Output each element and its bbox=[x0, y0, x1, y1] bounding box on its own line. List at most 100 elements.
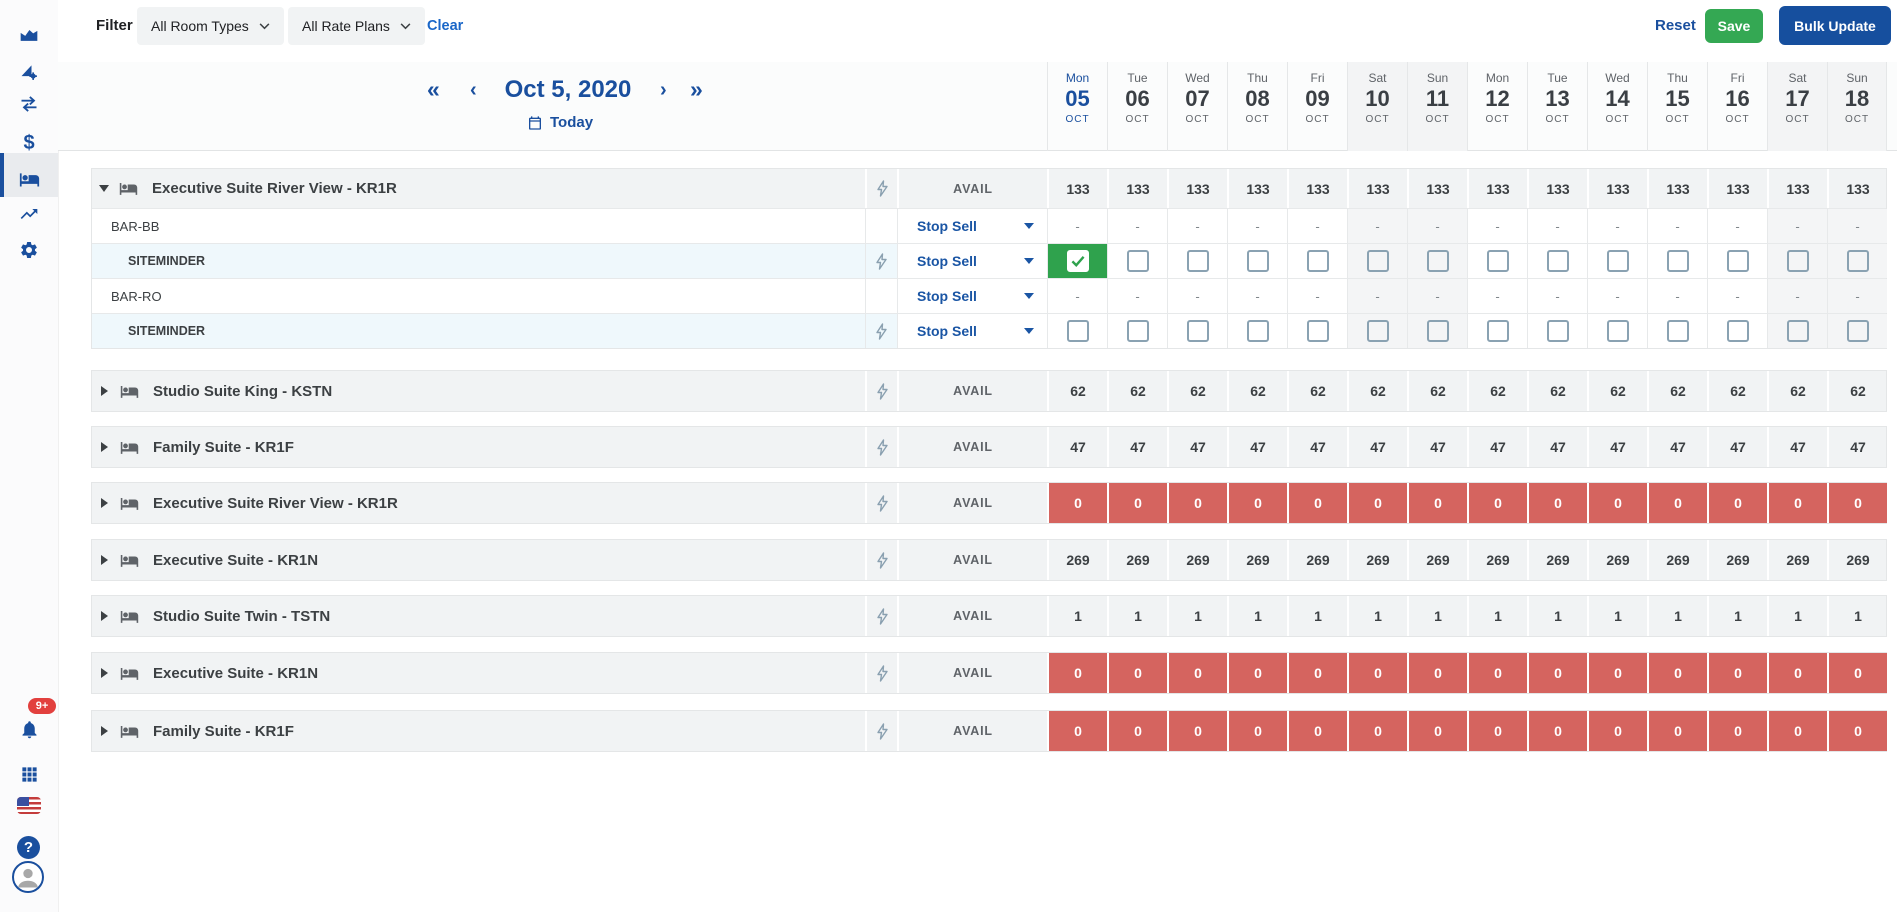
rate-value-cell[interactable]: - bbox=[1167, 279, 1227, 313]
avail-value-cell[interactable]: 0 bbox=[1527, 653, 1587, 693]
avail-value-cell[interactable]: 0 bbox=[1347, 653, 1407, 693]
bulk-flash-cell[interactable] bbox=[865, 244, 897, 278]
avail-value-cell[interactable]: 62 bbox=[1407, 371, 1467, 411]
avail-value-cell[interactable]: 0 bbox=[1647, 711, 1707, 751]
avail-value-cell[interactable]: 0 bbox=[1647, 483, 1707, 523]
avail-value-cell[interactable]: 0 bbox=[1347, 711, 1407, 751]
avail-value-cell[interactable]: 62 bbox=[1767, 371, 1827, 411]
avail-value-cell[interactable]: 269 bbox=[1647, 540, 1707, 580]
avail-value-cell[interactable]: 269 bbox=[1707, 540, 1767, 580]
trending-up-icon[interactable] bbox=[0, 198, 58, 230]
rate-value-cell[interactable]: - bbox=[1047, 279, 1107, 313]
avail-value-cell[interactable]: 0 bbox=[1587, 653, 1647, 693]
avail-value-cell[interactable]: 1 bbox=[1047, 596, 1107, 636]
user-avatar[interactable] bbox=[12, 861, 44, 893]
current-date-label[interactable]: Oct 5, 2020 bbox=[504, 76, 632, 103]
stop-sell-dropdown[interactable]: Stop Sell bbox=[898, 288, 1047, 304]
area-chart-icon[interactable] bbox=[0, 19, 58, 51]
avail-value-cell[interactable]: 0 bbox=[1047, 711, 1107, 751]
avail-value-cell[interactable]: 0 bbox=[1347, 483, 1407, 523]
prev-day-arrow[interactable]: ‹ bbox=[470, 79, 477, 101]
bulk-flash-cell[interactable] bbox=[865, 540, 897, 580]
avail-value-cell[interactable]: 47 bbox=[1647, 427, 1707, 467]
avail-value-cell[interactable]: 0 bbox=[1707, 483, 1767, 523]
rate-value-cell[interactable]: - bbox=[1167, 209, 1227, 243]
last-page-arrow[interactable]: » bbox=[690, 76, 703, 102]
avail-value-cell[interactable]: 47 bbox=[1107, 427, 1167, 467]
avail-value-cell[interactable]: 269 bbox=[1047, 540, 1107, 580]
avail-value-cell[interactable]: 269 bbox=[1107, 540, 1167, 580]
avail-value-cell[interactable]: 0 bbox=[1767, 653, 1827, 693]
avail-value-cell[interactable]: 133 bbox=[1827, 169, 1887, 208]
avail-value-cell[interactable]: 269 bbox=[1587, 540, 1647, 580]
availability-checkbox[interactable] bbox=[1666, 250, 1689, 272]
rate-value-cell[interactable]: - bbox=[1227, 279, 1287, 313]
avail-value-cell[interactable]: 0 bbox=[1107, 653, 1167, 693]
today-button[interactable]: Today bbox=[527, 114, 593, 131]
avail-value-cell[interactable]: 0 bbox=[1287, 711, 1347, 751]
avail-value-cell[interactable]: 1 bbox=[1227, 596, 1287, 636]
avail-value-cell[interactable]: 0 bbox=[1527, 483, 1587, 523]
transfer-arrows-icon[interactable] bbox=[0, 88, 58, 120]
availability-checkbox[interactable] bbox=[1366, 250, 1389, 272]
rate-value-cell[interactable]: - bbox=[1767, 209, 1827, 243]
rate-value-cell[interactable]: - bbox=[1647, 279, 1707, 313]
avail-value-cell[interactable]: 62 bbox=[1827, 371, 1887, 411]
avail-value-cell[interactable]: 0 bbox=[1047, 483, 1107, 523]
room-type-row[interactable]: Executive Suite - KR1N AVAIL 269 269 269 269 2… bbox=[92, 540, 1886, 580]
availability-checkbox[interactable] bbox=[1786, 250, 1809, 272]
expand-caret-icon[interactable] bbox=[101, 386, 108, 396]
avail-value-cell[interactable]: 0 bbox=[1107, 483, 1167, 523]
avail-value-cell[interactable]: 0 bbox=[1467, 653, 1527, 693]
availability-checkbox[interactable] bbox=[1186, 250, 1209, 272]
avail-value-cell[interactable]: 0 bbox=[1827, 483, 1887, 523]
settings-gear-icon[interactable] bbox=[0, 234, 58, 266]
report-settings-icon[interactable] bbox=[0, 56, 58, 88]
expand-caret-icon[interactable] bbox=[101, 555, 108, 565]
avail-value-cell[interactable]: 0 bbox=[1407, 711, 1467, 751]
avail-value-cell[interactable]: 1 bbox=[1827, 596, 1887, 636]
stop-sell-dropdown[interactable]: Stop Sell bbox=[898, 253, 1047, 269]
avail-value-cell[interactable]: 269 bbox=[1227, 540, 1287, 580]
availability-checkbox[interactable] bbox=[1846, 250, 1869, 272]
avail-value-cell[interactable]: 1 bbox=[1287, 596, 1347, 636]
collapse-caret-icon[interactable] bbox=[99, 185, 109, 192]
avail-value-cell[interactable]: 0 bbox=[1467, 483, 1527, 523]
avail-value-cell[interactable]: 269 bbox=[1767, 540, 1827, 580]
apps-grid-icon[interactable] bbox=[0, 758, 58, 790]
avail-value-cell[interactable]: 1 bbox=[1707, 596, 1767, 636]
availability-checkbox[interactable] bbox=[1066, 320, 1089, 342]
avail-value-cell[interactable]: 0 bbox=[1707, 711, 1767, 751]
notifications-bell-icon[interactable] bbox=[0, 713, 58, 745]
availability-checkbox[interactable] bbox=[1786, 320, 1809, 342]
availability-checkbox[interactable] bbox=[1066, 250, 1089, 272]
avail-value-cell[interactable]: 0 bbox=[1767, 711, 1827, 751]
bulk-flash-cell[interactable] bbox=[865, 596, 897, 636]
avail-value-cell[interactable]: 1 bbox=[1467, 596, 1527, 636]
rate-value-cell[interactable]: - bbox=[1467, 209, 1527, 243]
avail-value-cell[interactable]: 0 bbox=[1227, 653, 1287, 693]
room-type-row[interactable]: Family Suite - KR1F AVAIL 0 0 0 0 0 0 0 0 0 0 0 0 0 0 bbox=[92, 711, 1887, 751]
avail-value-cell[interactable]: 62 bbox=[1227, 371, 1287, 411]
room-type-row[interactable]: Executive Suite River View - KR1R AVAIL 13… bbox=[92, 169, 1886, 208]
rooms-bed-icon[interactable] bbox=[0, 163, 58, 195]
avail-value-cell[interactable]: 62 bbox=[1527, 371, 1587, 411]
rate-value-cell[interactable]: - bbox=[1587, 279, 1647, 313]
first-page-arrow[interactable]: « bbox=[427, 76, 440, 102]
availability-checkbox[interactable] bbox=[1186, 320, 1209, 342]
availability-checkbox[interactable] bbox=[1126, 320, 1149, 342]
rate-value-cell[interactable]: - bbox=[1347, 279, 1407, 313]
avail-value-cell[interactable]: 47 bbox=[1827, 427, 1887, 467]
save-button[interactable]: Save bbox=[1705, 9, 1763, 43]
avail-value-cell[interactable]: 47 bbox=[1227, 427, 1287, 467]
expand-caret-icon[interactable] bbox=[101, 668, 108, 678]
avail-value-cell[interactable]: 0 bbox=[1227, 483, 1287, 523]
avail-value-cell[interactable]: 0 bbox=[1287, 483, 1347, 523]
avail-value-cell[interactable]: 0 bbox=[1167, 711, 1227, 751]
avail-value-cell[interactable]: 269 bbox=[1827, 540, 1887, 580]
availability-checkbox[interactable] bbox=[1426, 250, 1449, 272]
bulk-update-button[interactable]: Bulk Update bbox=[1779, 6, 1891, 45]
availability-checkbox[interactable] bbox=[1306, 250, 1329, 272]
avail-value-cell[interactable]: 133 bbox=[1167, 169, 1227, 208]
avail-value-cell[interactable]: 1 bbox=[1767, 596, 1827, 636]
